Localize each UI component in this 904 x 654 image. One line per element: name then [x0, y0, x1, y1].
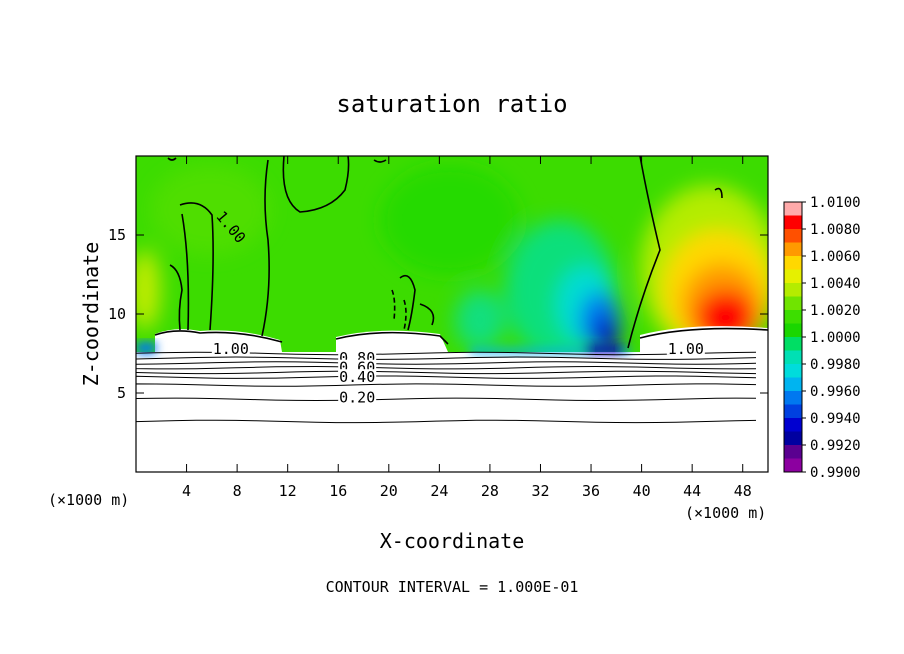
colorbar-label: 0.9940: [810, 411, 861, 427]
x-tick-label: 12: [279, 482, 297, 500]
colorbar-swatch: [784, 350, 802, 365]
x-tick-label: 32: [531, 482, 549, 500]
colorbar-swatch: [784, 215, 802, 230]
x-tick-label: 48: [734, 482, 752, 500]
colorbar-swatch: [784, 202, 802, 216]
y-tick-label: 10: [108, 305, 126, 323]
colorbar-swatch: [784, 296, 802, 311]
x-tick-label: 8: [233, 482, 242, 500]
x-tick-label: 16: [329, 482, 347, 500]
colorbar-label: 0.9900: [810, 465, 861, 481]
colorbar-swatch: [784, 242, 802, 257]
colorbar-swatch: [784, 458, 802, 473]
contour-line: [136, 370, 757, 375]
colorbar-label: 1.0080: [810, 222, 861, 238]
x-tick-label: 36: [582, 482, 600, 500]
x-tick-label: 40: [633, 482, 651, 500]
contour-line: [136, 365, 757, 370]
contour-line: [136, 383, 757, 387]
colorbar: 1.0100 1.0080 1.0060 1.0040 1.0020 1.0000 0.99…: [783, 195, 861, 481]
colorbar-swatch: [784, 391, 802, 405]
colorbar-label: 1.0060: [810, 249, 861, 265]
x-tick-label: 44: [683, 482, 701, 500]
colorbar-label: 0.9980: [810, 357, 861, 373]
colorbar-swatch: [784, 256, 802, 270]
contour-line: [136, 361, 757, 365]
x-tick-label: 28: [481, 482, 499, 500]
colorbar-label: 1.0000: [810, 330, 861, 346]
colorbar-label: 0.9920: [810, 438, 861, 454]
colorbar-label: 1.0100: [810, 195, 861, 211]
colorbar-swatch: [784, 418, 802, 432]
contour-label: 0.20: [339, 389, 375, 407]
field-variations: [136, 165, 768, 360]
colorbar-swatch: [784, 431, 802, 446]
y-tick-label: 5: [117, 384, 126, 402]
colorbar-swatch: [784, 283, 802, 297]
contour-label-bg: [211, 340, 250, 355]
contour-interval-note: CONTOUR INTERVAL = 1.000E-01: [326, 578, 579, 596]
colorbar-label: 1.0020: [810, 303, 861, 319]
colorbar-swatch: [784, 404, 802, 419]
transition-band: [136, 342, 630, 354]
chart-title: saturation ratio: [336, 90, 567, 118]
colorbar-swatch: [784, 337, 802, 351]
colorbar-label: 1.0040: [810, 276, 861, 292]
contour-line: [136, 397, 757, 402]
x-axis-label: X-coordinate: [380, 529, 525, 553]
x-tick-label: 24: [430, 482, 448, 500]
colorbar-swatch: [784, 269, 802, 284]
x-tick-label: 20: [380, 482, 398, 500]
x-unit-label-right: (×1000 m): [685, 504, 766, 522]
colorbar-label: 0.9960: [810, 384, 861, 400]
contour-label: 1.00: [668, 340, 704, 358]
colorbar-swatch: [784, 364, 802, 378]
contour-label-bg: [338, 389, 377, 404]
contour-label-bg: [666, 340, 705, 355]
contour-label-bg: [338, 369, 377, 384]
y-axis-ticks: 5 10 15: [108, 226, 768, 402]
x-unit-label-left: (×1000 m): [48, 491, 129, 509]
y-axis-label: Z-coordinate: [79, 242, 103, 387]
contour-line: [136, 375, 757, 379]
contour-lines: [154, 156, 768, 349]
x-axis-ticks: 4 8 12 16 20 24 28 32 36 40 44 48: [182, 156, 752, 500]
x-tick-label: 4: [182, 482, 191, 500]
contour-line: [136, 419, 757, 424]
colorbar-swatch: [784, 377, 802, 392]
colorbar-swatch: [784, 229, 802, 243]
plot-area: [136, 156, 768, 472]
contour-labels: 1.001.00 1.000.800.600.400.20: [211, 207, 705, 407]
colorbar-swatch: [784, 445, 802, 459]
contour-label: 0.40: [339, 368, 375, 386]
contour-label: 1.00: [213, 340, 249, 358]
contour-line: [136, 356, 757, 360]
colorbar-swatch: [784, 323, 802, 338]
colorbar-swatch: [784, 310, 802, 324]
y-tick-label: 15: [108, 226, 126, 244]
